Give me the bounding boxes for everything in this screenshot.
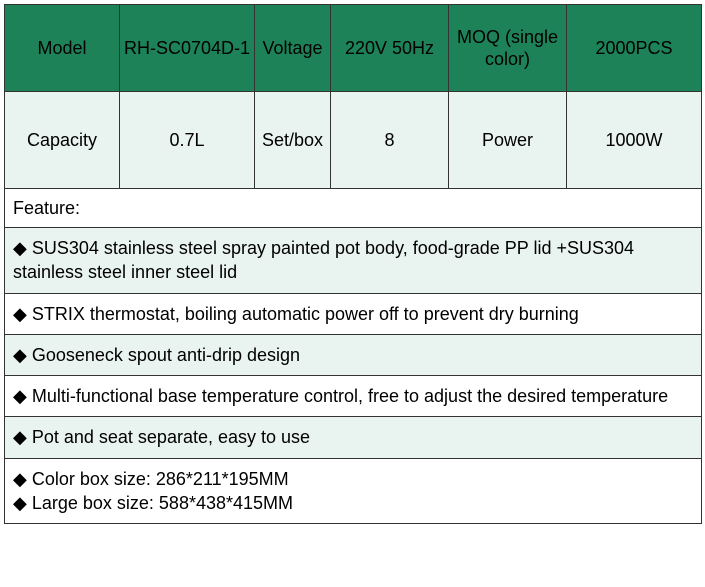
feature-text: ◆ Gooseneck spout anti-drip design [13, 345, 300, 365]
feature-cell: ◆ Gooseneck spout anti-drip design [5, 334, 702, 375]
feature-cell: ◆ Color box size: 286*211*195MM ◆ Large … [5, 458, 702, 524]
feature-row: ◆ Pot and seat separate, easy to use [5, 417, 702, 458]
feature-text: ◆ Multi-functional base temperature cont… [13, 386, 668, 406]
feature-header-row: Feature: [5, 189, 702, 228]
product-spec-table: Model RH-SC0704D-1 Voltage 220V 50Hz MOQ… [4, 4, 702, 524]
spec-value: 1000W [605, 130, 662, 150]
spec-value: 0.7L [169, 130, 204, 150]
spec-value: 2000PCS [595, 38, 672, 58]
feature-row: ◆ SUS304 stainless steel spray painted p… [5, 228, 702, 294]
spec-label: Voltage [262, 38, 322, 58]
feature-cell: ◆ Pot and seat separate, easy to use [5, 417, 702, 458]
feature-row: ◆ Color box size: 286*211*195MM ◆ Large … [5, 458, 702, 524]
spec-value: RH-SC0704D-1 [124, 38, 250, 58]
spec-data-row: Capacity 0.7L Set/box 8 Power 1000W [5, 92, 702, 189]
feature-text: ◆ SUS304 stainless steel spray painted p… [13, 238, 634, 282]
spec-label: MOQ (single color) [457, 27, 558, 70]
feature-text: ◆ Color box size: 286*211*195MM ◆ Large … [13, 469, 293, 513]
feature-row: ◆ Gooseneck spout anti-drip design [5, 334, 702, 375]
spec-cell: 1000W [567, 92, 702, 189]
feature-cell: ◆ STRIX thermostat, boiling automatic po… [5, 293, 702, 334]
spec-label: Capacity [27, 130, 97, 150]
feature-cell: ◆ SUS304 stainless steel spray painted p… [5, 228, 702, 294]
feature-row: ◆ STRIX thermostat, boiling automatic po… [5, 293, 702, 334]
feature-cell: ◆ Multi-functional base temperature cont… [5, 376, 702, 417]
feature-row: ◆ Multi-functional base temperature cont… [5, 376, 702, 417]
spec-value: 8 [384, 130, 394, 150]
spec-cell: Set/box [255, 92, 331, 189]
spec-cell: Capacity [5, 92, 120, 189]
spec-cell: MOQ (single color) [449, 5, 567, 92]
spec-cell: Model [5, 5, 120, 92]
spec-label: Model [37, 38, 86, 58]
spec-cell: 0.7L [120, 92, 255, 189]
spec-cell: 220V 50Hz [331, 5, 449, 92]
feature-header-cell: Feature: [5, 189, 702, 228]
feature-text: ◆ Pot and seat separate, easy to use [13, 427, 310, 447]
spec-cell: Voltage [255, 5, 331, 92]
spec-label: Set/box [262, 130, 323, 150]
spec-value: 220V 50Hz [345, 38, 434, 58]
feature-header-text: Feature: [13, 198, 80, 218]
spec-cell: Power [449, 92, 567, 189]
spec-label: Power [482, 130, 533, 150]
spec-cell: 8 [331, 92, 449, 189]
feature-text: ◆ STRIX thermostat, boiling automatic po… [13, 304, 579, 324]
spec-cell: 2000PCS [567, 5, 702, 92]
spec-cell: RH-SC0704D-1 [120, 5, 255, 92]
spec-header-row: Model RH-SC0704D-1 Voltage 220V 50Hz MOQ… [5, 5, 702, 92]
